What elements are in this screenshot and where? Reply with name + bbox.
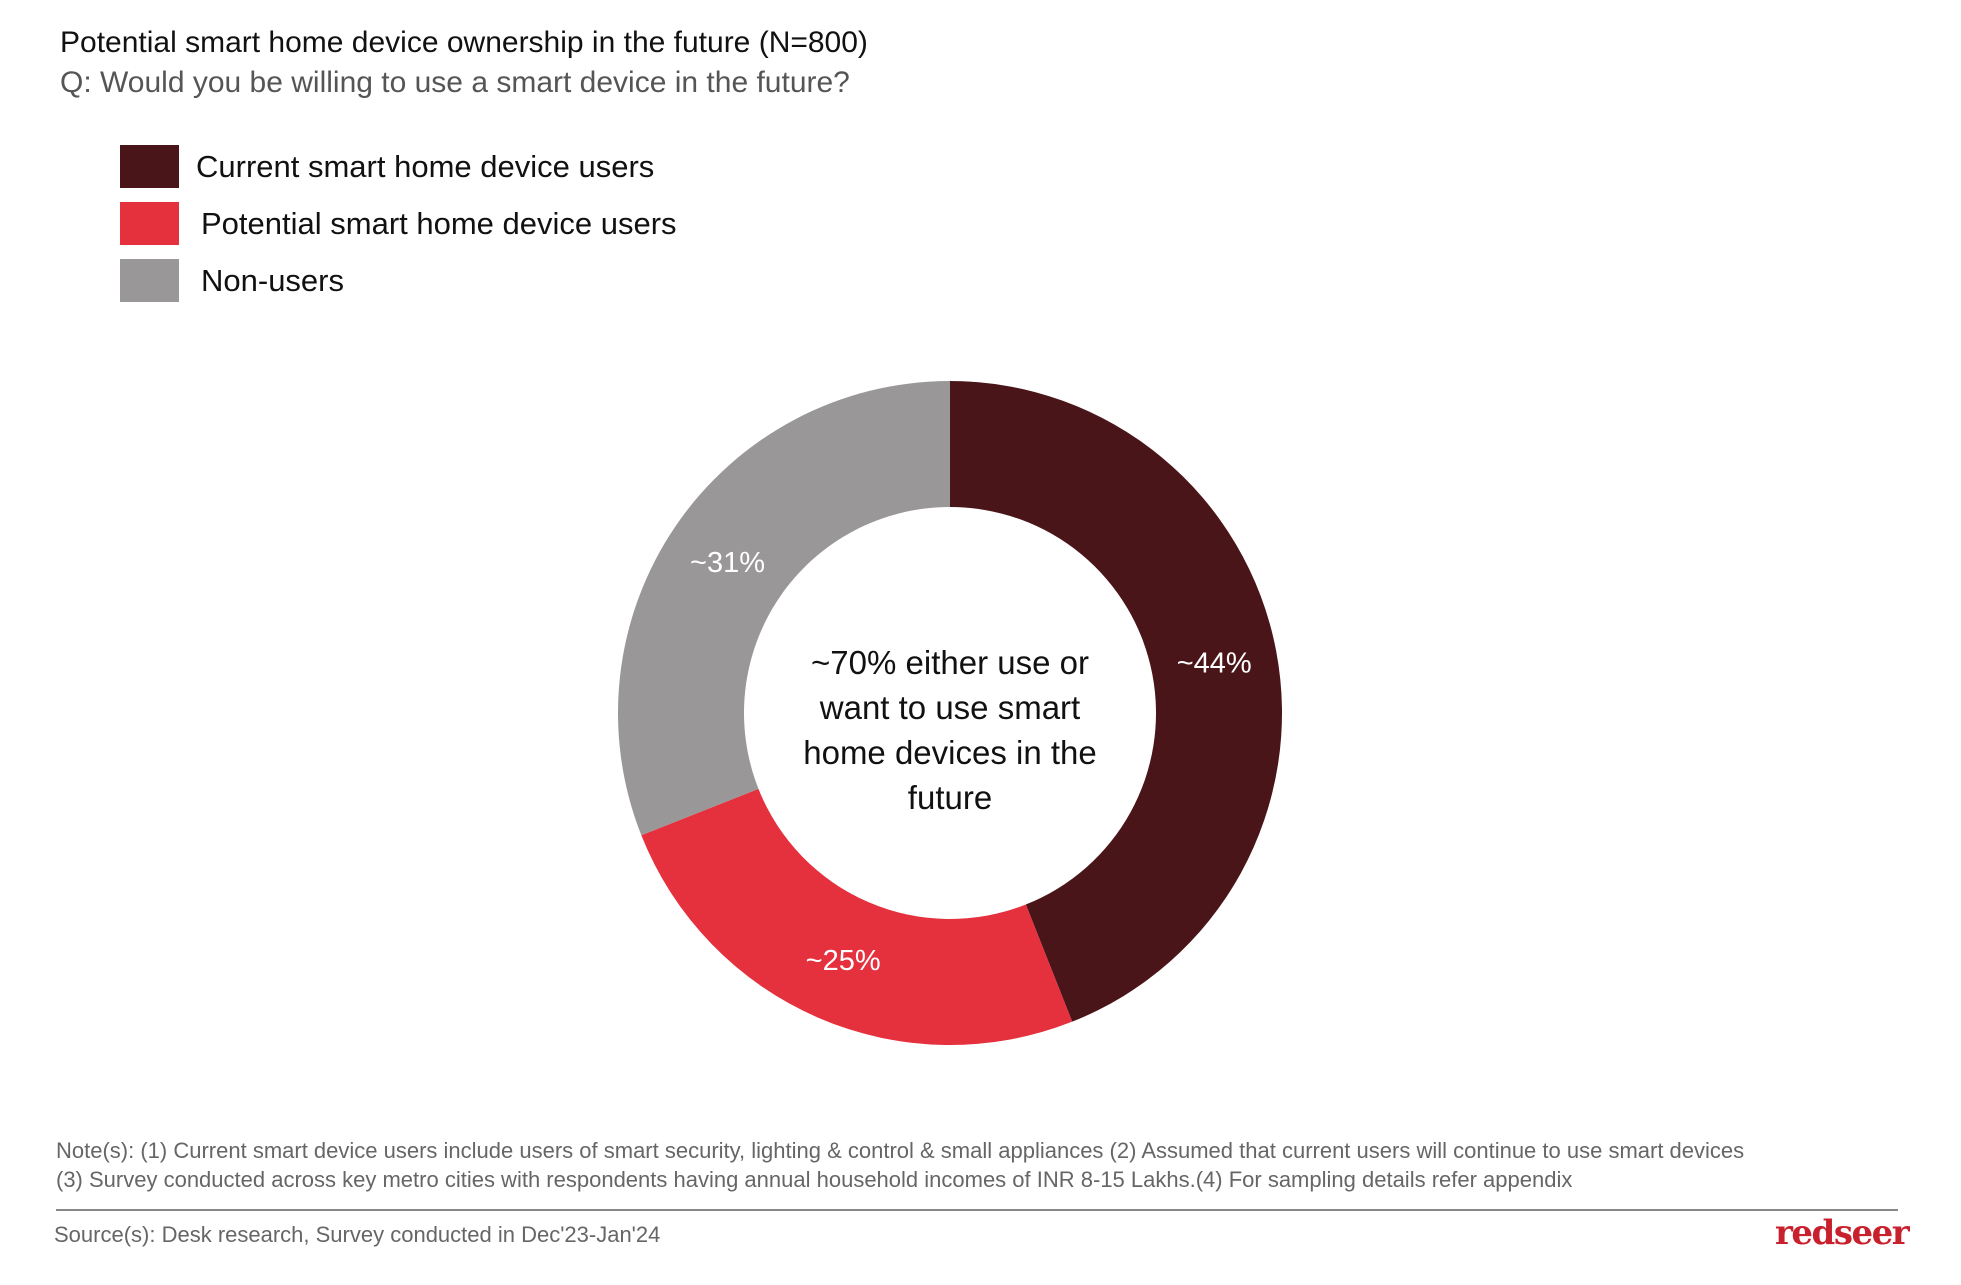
legend-item-current: Current smart home device users xyxy=(120,145,654,188)
legend-swatch xyxy=(120,259,179,302)
donut-slice-0 xyxy=(950,381,1282,1022)
notes-line-2: (3) Survey conducted across key metro ci… xyxy=(56,1167,1573,1192)
redseer-logo: redseer xyxy=(1775,1213,1910,1253)
slice-data-label: ~44% xyxy=(1177,648,1252,680)
legend-item-non-users: Non-users xyxy=(120,259,344,302)
donut-slice-2 xyxy=(617,381,950,836)
source-text: Source(s): Desk research, Survey conduct… xyxy=(54,1222,661,1247)
legend-swatch xyxy=(120,145,179,188)
legend-label: Current smart home device users xyxy=(196,148,655,184)
slice-data-label: ~31% xyxy=(690,547,765,579)
legend-label: Non-users xyxy=(201,262,344,298)
donut-slice-1 xyxy=(641,788,1073,1045)
center-annotation: ~70% either use or want to use smart hom… xyxy=(803,644,1097,816)
notes: Note(s): (1) Current smart device users … xyxy=(56,1136,1916,1194)
footer-divider xyxy=(56,1209,1898,1211)
legend-item-potential: Potential smart home device users xyxy=(120,202,677,245)
slice-data-label: ~25% xyxy=(806,945,881,977)
legend-swatch xyxy=(120,202,179,245)
legend-label: Potential smart home device users xyxy=(201,205,677,241)
chart-title: Potential smart home device ownership in… xyxy=(60,26,868,59)
chart-subtitle: Q: Would you be willing to use a smart d… xyxy=(60,66,850,99)
notes-line-1: Note(s): (1) Current smart device users … xyxy=(56,1138,1745,1163)
